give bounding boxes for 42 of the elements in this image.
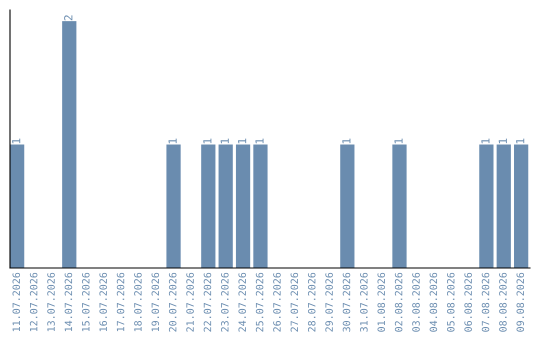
x-tick-label: 20.07.2026: [168, 272, 176, 332]
x-tick-label: 15.07.2026: [82, 272, 90, 332]
x-tick-label: 19.07.2026: [152, 272, 160, 332]
x-tick-label: 13.07.2026: [47, 272, 55, 332]
data-label: 1: [342, 138, 350, 144]
x-tick-label: 12.07.2026: [30, 272, 38, 332]
x-tick-label: 31.07.2026: [360, 272, 368, 332]
data-label: 1: [168, 138, 177, 144]
x-tick-label: 17.07.2026: [116, 272, 124, 332]
x-tick-label: 02.08.2026: [394, 272, 402, 332]
x-tick-label: 18.07.2026: [134, 272, 142, 332]
x-tick-label: 26.07.2026: [273, 272, 281, 332]
data-label: 1: [220, 138, 229, 144]
x-tick-label: 27.07.2026: [290, 272, 298, 332]
data-label: 1: [255, 138, 264, 144]
x-tick-label: 25.07.2026: [256, 272, 264, 332]
x-tick-label: 08.08.2026: [499, 272, 507, 332]
data-label: 1: [12, 138, 20, 144]
data-label: 1: [516, 138, 524, 144]
x-tick-label: 11.07.2026: [12, 272, 20, 332]
data-label: 1: [498, 138, 507, 144]
x-tick-label: 23.07.2026: [221, 272, 229, 332]
x-tick-label: 24.07.2026: [238, 272, 246, 332]
x-tick-label: 28.07.2026: [308, 272, 316, 332]
x-tick-label: 29.07.2026: [325, 272, 333, 332]
data-label: 1: [203, 138, 212, 144]
data-label: 1: [394, 138, 403, 144]
data-label: 2: [64, 15, 72, 20]
x-tick-label: 04.08.2026: [430, 272, 438, 332]
x-tick-label: 09.08.2026: [516, 272, 524, 332]
data-label: 1: [238, 138, 246, 144]
x-tick-label: 05.08.2026: [446, 272, 455, 332]
x-tick-label: 06.08.2026: [464, 272, 472, 332]
x-tick-label: 16.07.2026: [99, 272, 107, 332]
x-tick-label: 07.08.2026: [482, 272, 490, 332]
data-label: 1: [481, 138, 490, 144]
x-tick-label: 30.07.2026: [342, 272, 350, 332]
x-tick-label: 01.08.2026: [377, 272, 386, 332]
x-tick-label: 21.07.2026: [186, 272, 194, 332]
x-tick-label: 22.07.2026: [204, 272, 212, 332]
x-tick-label: 14.07.2026: [64, 272, 72, 332]
x-tick-label: 03.08.2026: [412, 272, 420, 332]
